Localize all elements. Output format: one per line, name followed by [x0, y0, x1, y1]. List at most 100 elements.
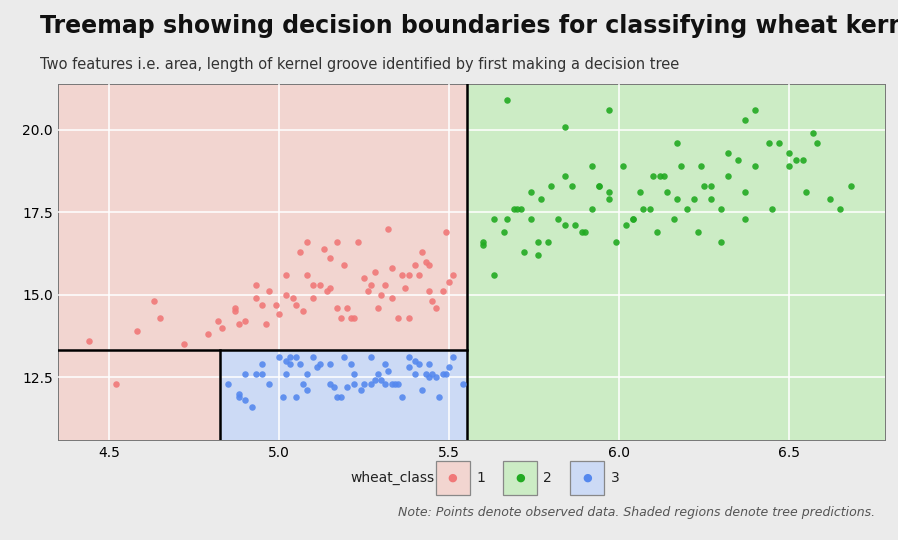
- Point: [721, 172, 735, 180]
- Point: [146, 297, 161, 306]
- Point: [506, 205, 521, 213]
- Point: [436, 369, 450, 378]
- Point: [377, 280, 392, 289]
- Point: [333, 393, 348, 401]
- Point: [282, 360, 296, 368]
- Point: [578, 228, 593, 237]
- Point: [374, 291, 389, 299]
- Point: [442, 277, 456, 286]
- Point: [687, 195, 701, 204]
- Point: [320, 287, 334, 296]
- Text: wheat_class: wheat_class: [350, 471, 435, 485]
- Text: 3: 3: [611, 471, 620, 485]
- Point: [531, 238, 545, 246]
- Point: [660, 188, 674, 197]
- Point: [299, 369, 313, 378]
- Point: [289, 300, 304, 309]
- Point: [238, 369, 252, 378]
- Point: [293, 247, 307, 256]
- Point: [691, 228, 705, 237]
- Point: [694, 162, 709, 171]
- Point: [347, 313, 361, 322]
- Point: [255, 300, 269, 309]
- Point: [592, 181, 606, 190]
- Point: [409, 261, 423, 269]
- Point: [381, 225, 395, 233]
- Point: [602, 188, 616, 197]
- Point: [228, 303, 242, 312]
- Point: [215, 323, 229, 332]
- Point: [524, 214, 538, 223]
- Point: [364, 353, 378, 362]
- Point: [428, 303, 443, 312]
- Point: [337, 353, 351, 362]
- Text: ●: ●: [583, 473, 592, 483]
- Point: [377, 380, 392, 388]
- Point: [177, 340, 191, 348]
- Point: [340, 383, 355, 391]
- Point: [439, 228, 453, 237]
- Point: [306, 353, 321, 362]
- Point: [330, 303, 344, 312]
- Point: [602, 106, 616, 114]
- Point: [357, 274, 372, 282]
- Point: [374, 376, 389, 384]
- Point: [602, 195, 616, 204]
- Text: ●: ●: [448, 473, 457, 483]
- Point: [806, 129, 820, 138]
- Point: [731, 155, 745, 164]
- Point: [255, 369, 269, 378]
- Point: [636, 205, 650, 213]
- Point: [649, 228, 664, 237]
- Point: [411, 360, 426, 368]
- Point: [626, 214, 640, 223]
- Point: [344, 360, 358, 368]
- Point: [296, 307, 311, 315]
- Point: [299, 271, 313, 279]
- Point: [514, 205, 528, 213]
- Point: [323, 284, 338, 293]
- Point: [306, 294, 321, 302]
- Point: [534, 195, 549, 204]
- Point: [384, 294, 399, 302]
- Point: [255, 360, 269, 368]
- Point: [337, 261, 351, 269]
- Point: [680, 205, 694, 213]
- Point: [109, 380, 123, 388]
- Point: [279, 356, 294, 365]
- Point: [809, 139, 823, 147]
- Point: [456, 380, 471, 388]
- Point: [371, 369, 385, 378]
- Point: [238, 317, 252, 326]
- Point: [394, 271, 409, 279]
- Point: [647, 172, 661, 180]
- Point: [245, 402, 260, 411]
- Point: [269, 300, 283, 309]
- Point: [221, 380, 235, 388]
- Point: [670, 195, 684, 204]
- Point: [714, 238, 728, 246]
- Point: [313, 360, 328, 368]
- Point: [272, 353, 286, 362]
- Point: [347, 380, 361, 388]
- Point: [422, 287, 436, 296]
- Point: [615, 162, 629, 171]
- Point: [656, 172, 671, 180]
- Point: [789, 155, 804, 164]
- Point: [316, 244, 330, 253]
- Point: [344, 313, 358, 322]
- Point: [422, 261, 436, 269]
- Point: [330, 238, 344, 246]
- Point: [259, 320, 273, 329]
- Point: [517, 247, 532, 256]
- Point: [211, 317, 225, 326]
- Point: [422, 360, 436, 368]
- Point: [497, 228, 511, 237]
- Point: [129, 327, 144, 335]
- Point: [409, 369, 423, 378]
- Point: [333, 313, 348, 322]
- Point: [276, 393, 290, 401]
- Point: [323, 254, 338, 263]
- Point: [487, 271, 501, 279]
- Point: [476, 238, 490, 246]
